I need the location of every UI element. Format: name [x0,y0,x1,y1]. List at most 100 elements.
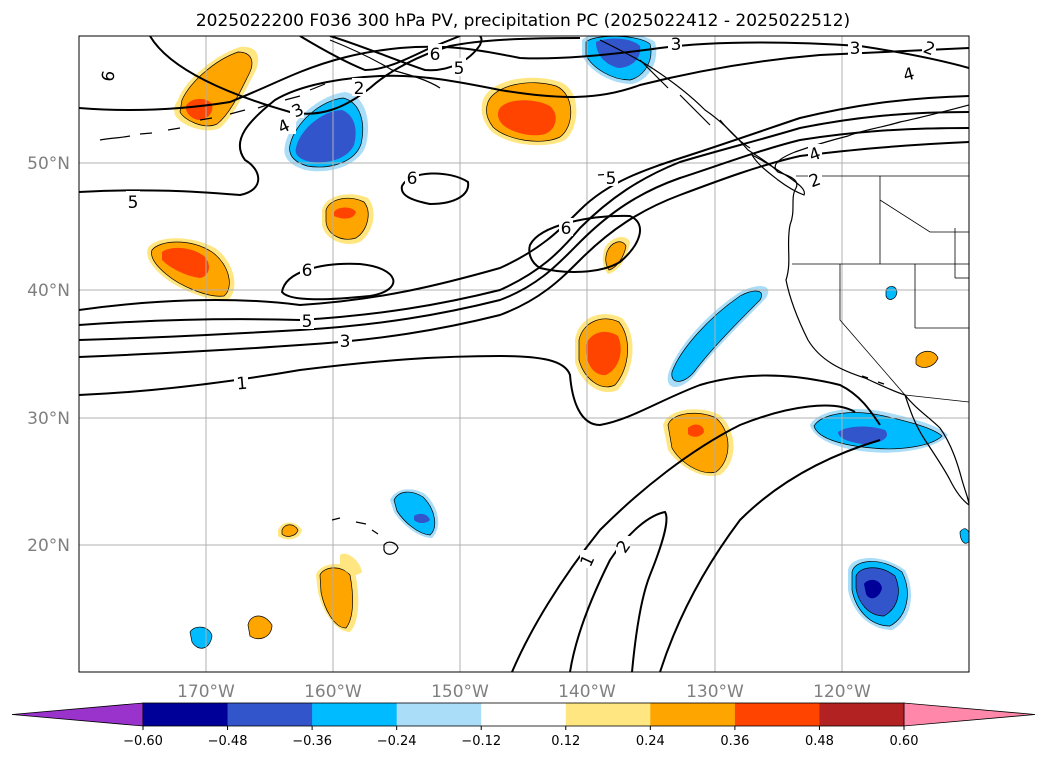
hawaii-islands [331,517,399,555]
precip-positive-blob [162,247,209,278]
precip-positive-blob [325,197,369,240]
precip-positive-blob [340,553,362,575]
precip-positive-blob [667,412,729,474]
precip-negative-blob [393,491,436,536]
colorbar-frame [142,702,905,727]
lon-label: 120°W [813,682,871,702]
map-area: 1 3 5 6 5 6 6 5 4 3 2 5 6 6 [79,35,969,672]
pv-contour-3 [79,141,969,358]
precip-positive-blob [281,524,299,537]
contour-label: 2 [354,79,365,99]
contour-label: 6 [98,69,120,83]
latitude-labels: 20°N 30°N 40°N 50°N [27,154,70,556]
contour-label: 5 [302,312,313,332]
pv-contour-1-south [569,510,668,672]
colorbar-tick-label: −0.12 [461,734,501,749]
contour-label: 6 [407,169,418,189]
colorbar-tick-label: 0.36 [720,734,749,749]
colorbar-bin [312,703,398,726]
precipitation-shading [147,36,969,649]
colorbar-bin [396,703,482,726]
lon-label: 130°W [686,682,744,702]
colorbar-bin [481,703,567,726]
contour-label: 6 [302,261,313,281]
north-america-coastline [774,104,969,506]
colorbar-tick-label: 0.24 [636,734,665,749]
map-frame [78,35,970,673]
precip-negative-blob [295,110,356,163]
precip-negative-blob [959,528,969,544]
contour-label: 6 [561,219,572,239]
contour-label: 5 [606,169,617,189]
contour-label: 3 [671,35,682,55]
precip-positive-blob [247,615,273,639]
precip-positive-blob [334,207,356,219]
colorbar-tick-label: −0.36 [292,734,332,749]
pv-contour-labels: 1 3 5 6 5 6 6 5 4 3 2 5 6 6 [98,35,938,570]
colorbar-tick-label: 0.12 [551,734,580,749]
precip-positive-blob [586,331,621,376]
colorbar-tick-label: −0.60 [123,734,163,749]
colorbar-bin [565,703,651,726]
gridlines [79,36,969,672]
pv-contour-2-south-east [659,439,881,672]
colorbar-over-extension [903,702,1036,727]
alaska-peninsula [329,39,441,89]
colorbar-tick-label: 0.60 [890,734,919,749]
pv-contour-3-north [149,36,581,115]
precip-negative-blob [414,513,430,523]
lon-label: 150°W [431,682,489,702]
contour-label: 6 [430,45,441,65]
contour-label: 4 [901,64,917,86]
precip-negative-blob [838,426,888,444]
pv-contour-6 [79,95,969,311]
colorbar: −0.60 −0.48 −0.36 −0.24 −0.12 0.12 0.24 0.36 0.4… [11,702,1036,749]
precip-positive-blob [497,100,556,136]
colorbar-bin [650,703,736,726]
precip-positive-blob [915,350,939,368]
baja-california-coast [904,394,969,506]
colorbar-tick-label: −0.48 [208,734,248,749]
colorbar-tick-label: −0.24 [377,734,417,749]
contour-label: 3 [850,39,861,59]
us-state-borders [792,175,969,403]
contour-label: 5 [454,59,465,79]
colorbar-under-extension [11,702,144,727]
precip-negative-blob [864,579,882,599]
contour-label: 1 [236,374,249,395]
lon-label: 160°W [304,682,362,702]
lat-label: 30°N [27,409,70,429]
precip-positive-blob [319,567,353,629]
longitude-labels: 170°W 160°W 150°W 140°W 130°W 120°W [177,682,871,702]
colorbar-bin [143,703,229,726]
pv-contour-4-north [79,41,969,111]
lon-label: 140°W [558,682,616,702]
colorbar-bin [227,703,313,726]
lon-label: 170°W [177,682,235,702]
contour-label: 5 [128,193,139,213]
figure-title: 2025022200 F036 300 hPa PV, precipitatio… [196,11,850,31]
pv-contour-5-north [79,47,969,197]
colorbar-bin [734,703,820,726]
lat-label: 20°N [27,536,70,556]
vancouver-island [750,153,805,196]
pv-contour-6-ring-c [528,214,641,273]
colorbar-bin [819,703,905,726]
lat-label: 40°N [27,281,70,301]
precip-positive-blob [688,424,704,437]
coastlines [99,39,969,555]
pv-contour-2-south [511,404,856,672]
precip-negative-blob [671,290,762,382]
channel-islands [861,375,885,385]
lat-label: 50°N [27,154,70,174]
pv-contour-5 [79,111,969,326]
pv-contour-4 [79,127,969,341]
aleutian-islands [99,83,326,141]
pv-contour-2-north [299,36,461,72]
pv-contour-1 [79,354,881,427]
pv-contour-6-ring-b [400,172,470,206]
colorbar-tick-label: 0.48 [805,734,834,749]
contour-label: 3 [340,332,351,352]
alaska-panhandle-islands [639,59,751,149]
